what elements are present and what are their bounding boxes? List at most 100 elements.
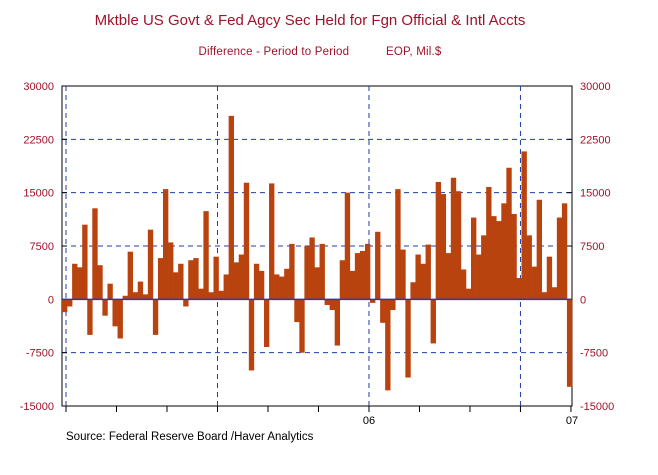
bar: [561, 203, 568, 300]
y-tick-label-right: 30000: [580, 81, 611, 93]
bar: [354, 253, 361, 300]
bar: [440, 194, 447, 300]
y-tick-label-right: -15000: [580, 401, 614, 413]
bar: [551, 287, 558, 300]
bar: [531, 266, 537, 300]
bar: [92, 208, 98, 300]
bar: [173, 272, 179, 300]
bar: [309, 237, 315, 300]
bar: [72, 263, 78, 300]
bar: [324, 299, 330, 306]
bar: [465, 288, 472, 300]
bar: [218, 290, 224, 300]
bar: [178, 263, 184, 300]
y-tick-label-right: -7500: [580, 348, 608, 360]
chart-subtitle: Difference - Period to Period EOP, Mil.$: [0, 46, 640, 58]
bar: [87, 299, 93, 335]
bar: [455, 191, 462, 300]
bar: [334, 299, 341, 346]
bar: [162, 189, 169, 300]
y-tick-label-left: -15000: [20, 401, 54, 413]
bar: [152, 299, 159, 335]
bar: [400, 249, 406, 300]
bar: [142, 294, 149, 300]
bar: [67, 299, 73, 307]
bar: [496, 221, 502, 300]
bar: [364, 243, 371, 300]
bar: [279, 276, 285, 300]
bar: [329, 299, 335, 310]
chart-title: Mktble US Govt & Fed Agcy Sec Held for F…: [94, 12, 526, 29]
bar: [97, 265, 103, 300]
bar: [435, 182, 442, 300]
bar: [460, 269, 467, 300]
bar: [556, 217, 563, 300]
x-tick-label: 07: [566, 415, 578, 427]
bar: [566, 299, 573, 387]
bar: [289, 243, 295, 300]
y-tick-label-right: 7500: [580, 241, 604, 253]
y-tick-label-left: 30000: [23, 81, 54, 93]
bar: [208, 292, 214, 300]
bar: [253, 263, 260, 300]
bar: [415, 254, 421, 300]
bar: [395, 189, 401, 300]
bar: [62, 299, 68, 313]
bar: [102, 299, 108, 316]
bar: [349, 270, 356, 300]
bar: [157, 258, 164, 300]
y-tick-label-right: 22500: [580, 134, 611, 146]
bar: [370, 299, 376, 303]
bar: [385, 299, 391, 391]
bar: [213, 256, 219, 300]
bar: [425, 244, 431, 300]
source-note: Source: Federal Reserve Board /Haver Ana…: [66, 431, 314, 443]
bar: [445, 253, 452, 300]
bar: [319, 243, 325, 300]
bar: [471, 217, 477, 300]
bar: [380, 299, 386, 323]
bar: [122, 295, 128, 300]
x-tick-label: 06: [363, 415, 375, 427]
bar: [511, 214, 517, 300]
bar: [107, 283, 113, 300]
bar: [516, 278, 522, 300]
bar: [258, 270, 265, 300]
bar: [481, 235, 487, 300]
bar: [228, 115, 234, 300]
bar: [183, 299, 189, 307]
bar: [375, 231, 381, 300]
bar: [117, 299, 123, 339]
bar: [536, 199, 543, 300]
bar: [198, 288, 204, 300]
bar: [233, 262, 240, 300]
bar: [521, 151, 527, 300]
bar: [112, 299, 118, 327]
y-tick-label-right: 15000: [580, 188, 611, 200]
bar: [299, 299, 305, 353]
bar: [410, 282, 416, 300]
bar: [546, 256, 553, 300]
bar: [269, 183, 275, 300]
bar: [450, 177, 457, 300]
subtitle-units: EOP, Mil.$: [386, 46, 442, 58]
bar: [541, 292, 548, 300]
bar: [405, 299, 411, 378]
bar: [359, 250, 366, 300]
bar: [390, 299, 396, 310]
bar: [476, 254, 482, 300]
bar: [203, 211, 209, 300]
bar: [294, 299, 300, 323]
bar: [304, 246, 310, 300]
bar: [223, 274, 229, 300]
bar: [188, 260, 194, 300]
bar: [263, 299, 270, 347]
bar: [248, 299, 255, 371]
bar: [501, 203, 507, 300]
bar: [82, 224, 88, 300]
y-tick-label-left: 0: [48, 294, 54, 306]
bar: [147, 229, 154, 300]
bar: [314, 267, 320, 300]
bar: [168, 242, 174, 300]
